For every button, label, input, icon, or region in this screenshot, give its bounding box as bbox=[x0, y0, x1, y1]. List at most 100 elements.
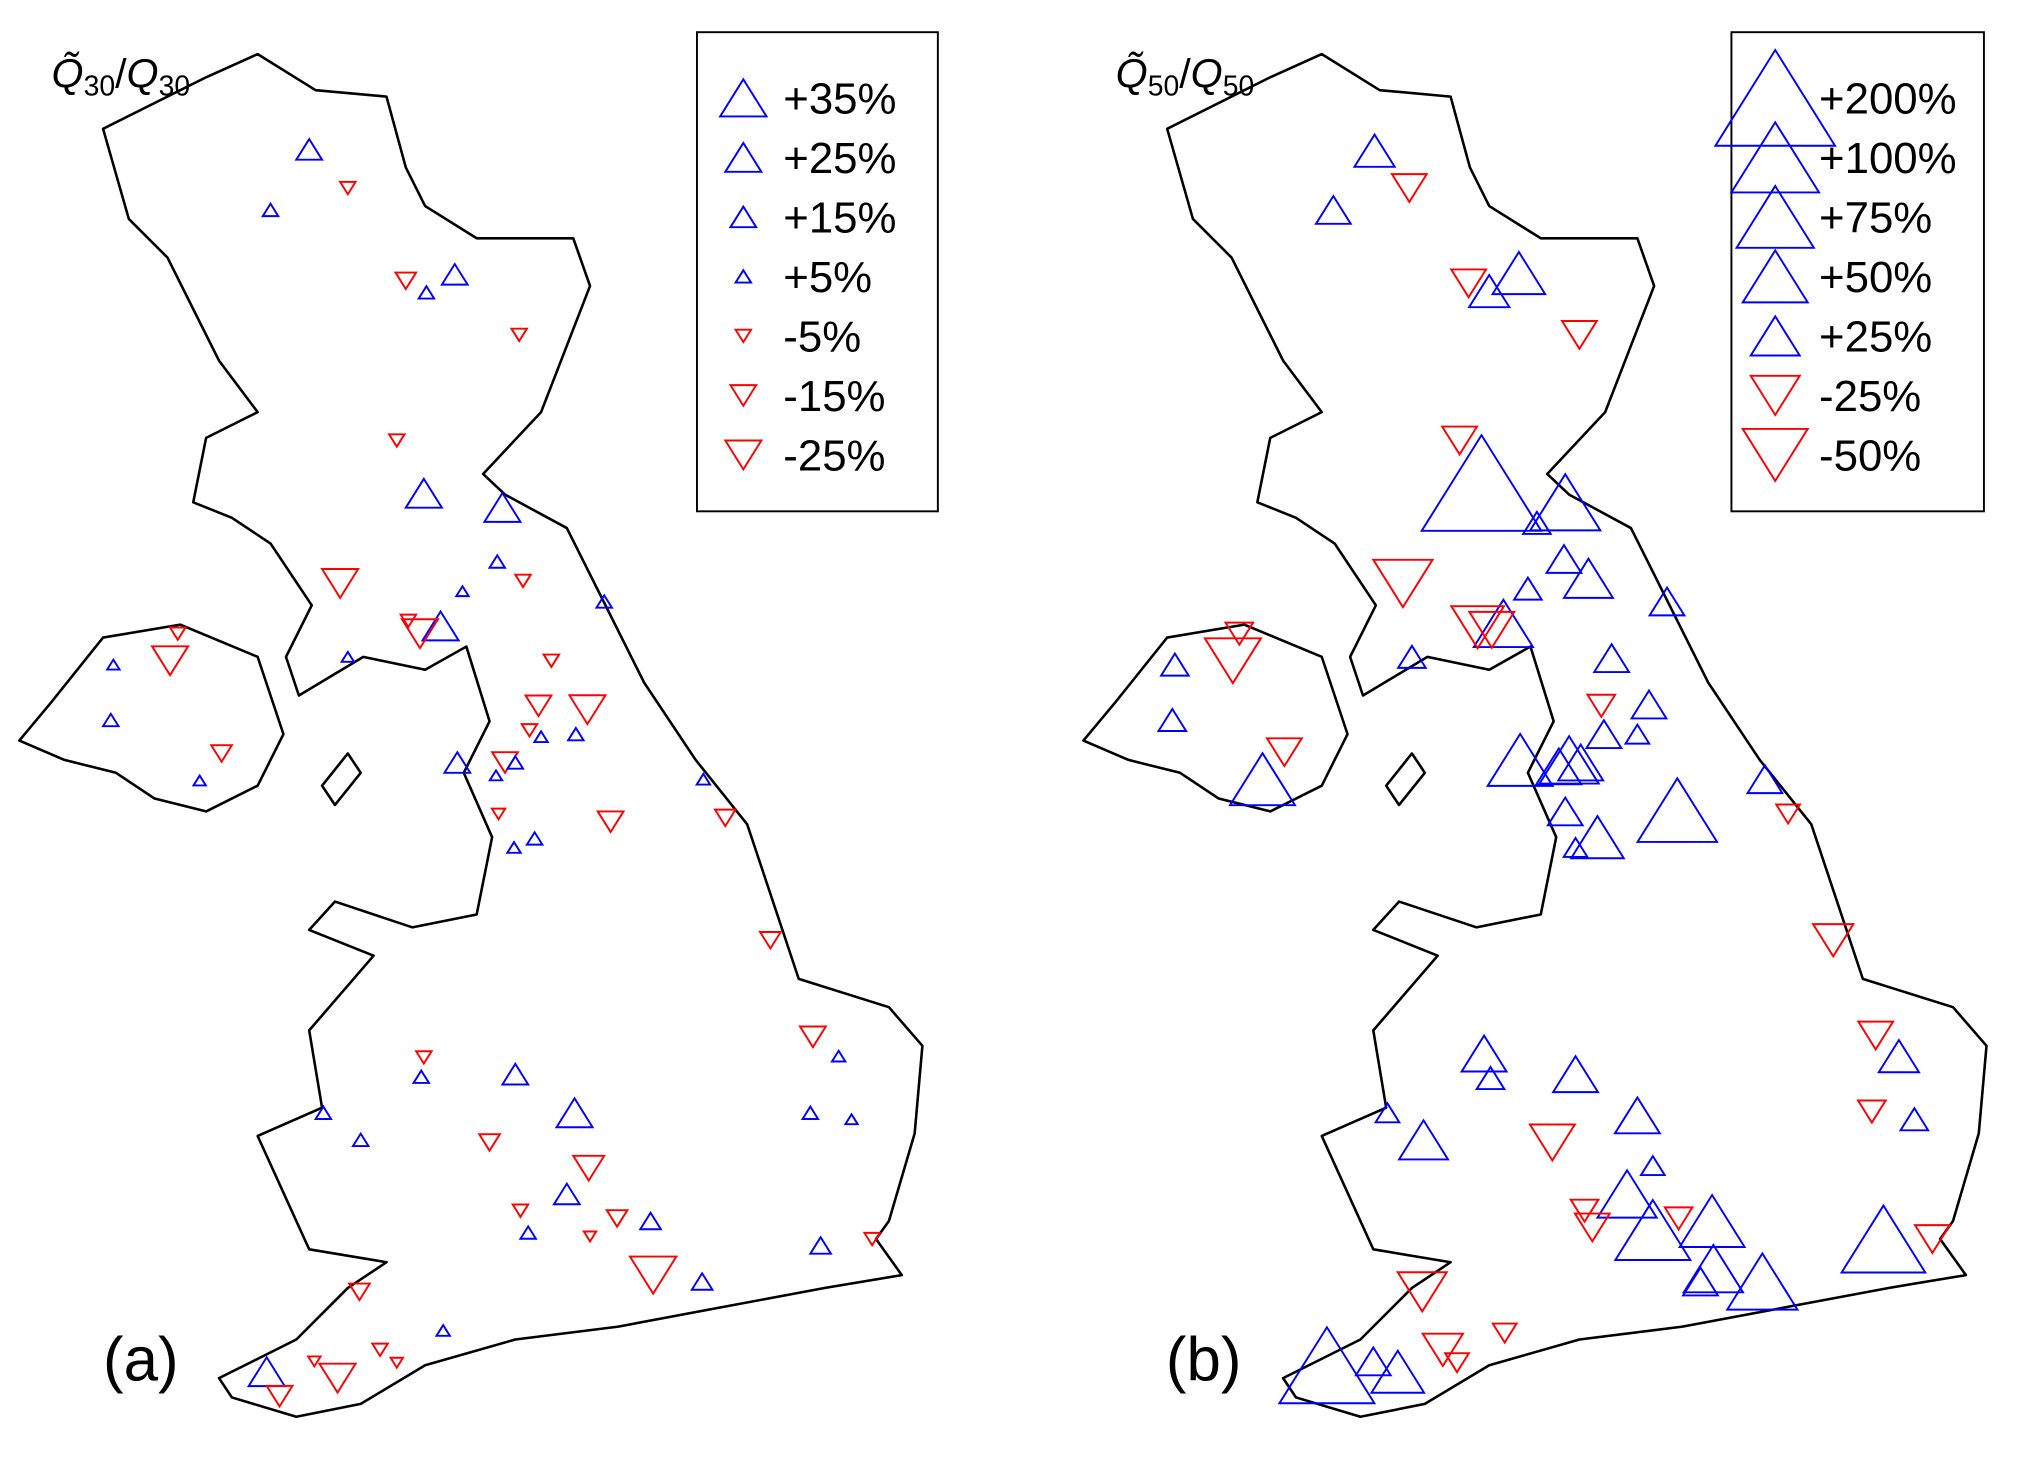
legend-symbol bbox=[728, 204, 758, 229]
station-marker bbox=[554, 1096, 595, 1129]
station-marker bbox=[1528, 472, 1603, 532]
station-marker bbox=[1745, 763, 1785, 795]
station-marker bbox=[351, 1131, 371, 1148]
legend-label: -25% bbox=[1819, 372, 1921, 421]
station-marker bbox=[488, 768, 504, 782]
station-marker bbox=[1681, 1265, 1720, 1297]
legend-symbol bbox=[723, 439, 764, 472]
station-marker bbox=[1369, 1348, 1426, 1394]
station-marker bbox=[1562, 556, 1615, 599]
station-marker bbox=[414, 1050, 434, 1066]
station-marker bbox=[1551, 1054, 1600, 1094]
station-marker bbox=[191, 773, 208, 787]
legend-symbol bbox=[728, 384, 758, 408]
legend-symbol bbox=[718, 77, 769, 118]
station-marker bbox=[518, 1224, 538, 1240]
station-marker bbox=[1396, 1271, 1449, 1314]
station-marker bbox=[1371, 558, 1435, 609]
station-marker bbox=[713, 808, 738, 828]
station-marker bbox=[1203, 637, 1263, 685]
station-marker bbox=[1277, 1325, 1377, 1405]
station-marker bbox=[1569, 1198, 1601, 1224]
station-marker bbox=[490, 807, 508, 822]
station-marker bbox=[1490, 250, 1547, 296]
station-marker bbox=[798, 1025, 828, 1049]
title-part: 50 bbox=[1148, 70, 1180, 102]
station-marker bbox=[209, 744, 234, 764]
title-part: Q bbox=[127, 51, 159, 97]
station-marker bbox=[411, 1068, 431, 1084]
station-marker bbox=[509, 327, 529, 343]
station-marker bbox=[513, 573, 533, 589]
station-marker bbox=[1898, 1106, 1930, 1132]
station-marker bbox=[387, 433, 407, 449]
legend-symbol bbox=[1713, 48, 1837, 147]
station-marker bbox=[1512, 575, 1544, 601]
station-marker bbox=[1467, 273, 1512, 309]
station-marker bbox=[571, 1154, 606, 1183]
station-marker bbox=[500, 1062, 530, 1086]
station-marker bbox=[1856, 1099, 1888, 1125]
legend-symbol bbox=[1741, 248, 1810, 304]
station-marker bbox=[420, 609, 461, 642]
station-marker bbox=[398, 613, 418, 629]
legend-symbol bbox=[1734, 184, 1816, 249]
legend-symbol bbox=[1749, 314, 1802, 357]
station-marker bbox=[1449, 268, 1488, 300]
station-marker bbox=[320, 568, 360, 600]
station-marker bbox=[1811, 923, 1856, 959]
station-marker bbox=[1396, 644, 1428, 669]
station-marker bbox=[1420, 1332, 1465, 1368]
station-marker bbox=[1156, 707, 1188, 732]
station-marker bbox=[1474, 1065, 1507, 1091]
station-marker bbox=[1613, 1198, 1693, 1261]
station-marker bbox=[594, 593, 614, 609]
station-marker bbox=[1544, 543, 1584, 574]
title-part: 50 bbox=[1223, 70, 1255, 102]
station-marker bbox=[306, 1355, 323, 1369]
legend-label: +200% bbox=[1819, 74, 1957, 123]
legend-symbol bbox=[723, 141, 764, 173]
station-marker bbox=[1265, 737, 1304, 768]
legend-label: -50% bbox=[1819, 431, 1921, 480]
station-marker bbox=[1449, 605, 1506, 651]
station-marker bbox=[1485, 732, 1555, 787]
station-marker bbox=[830, 1048, 848, 1063]
panel-label: (b) bbox=[1166, 1326, 1242, 1395]
legend-label: +15% bbox=[783, 193, 896, 242]
station-marker bbox=[1639, 1154, 1667, 1177]
station-marker bbox=[150, 645, 190, 677]
legend-symbol bbox=[1741, 427, 1810, 483]
station-marker bbox=[1491, 1322, 1519, 1345]
legend-label: -15% bbox=[783, 372, 885, 421]
station-marker bbox=[454, 584, 471, 598]
station-marker bbox=[1443, 1352, 1471, 1374]
station-marker bbox=[525, 830, 545, 846]
station-marker bbox=[1592, 642, 1631, 674]
station-marker bbox=[541, 653, 561, 669]
station-marker bbox=[168, 626, 188, 642]
station-marker bbox=[1839, 1203, 1928, 1274]
station-marker bbox=[510, 1203, 530, 1219]
station-marker bbox=[482, 491, 523, 523]
station-marker bbox=[1459, 1033, 1509, 1073]
station-marker bbox=[1534, 746, 1583, 786]
legend-symbol bbox=[1749, 374, 1802, 417]
legend-label: +25% bbox=[1819, 312, 1932, 361]
station-marker bbox=[1677, 1193, 1747, 1248]
station-marker bbox=[505, 840, 523, 854]
station-marker bbox=[1397, 1118, 1450, 1161]
legend-symbol bbox=[733, 328, 753, 344]
station-marker bbox=[532, 729, 550, 744]
station-marker bbox=[442, 750, 472, 774]
station-marker bbox=[1877, 1038, 1921, 1074]
station-marker bbox=[264, 1384, 295, 1409]
station-marker bbox=[1856, 1020, 1895, 1052]
panel-label: (a) bbox=[103, 1326, 179, 1395]
legend-label: +25% bbox=[783, 134, 896, 183]
station-marker bbox=[566, 726, 586, 742]
station-marker bbox=[1560, 320, 1599, 351]
station-marker bbox=[1159, 651, 1191, 677]
station-marker bbox=[487, 553, 507, 569]
station-marker bbox=[313, 1104, 333, 1120]
